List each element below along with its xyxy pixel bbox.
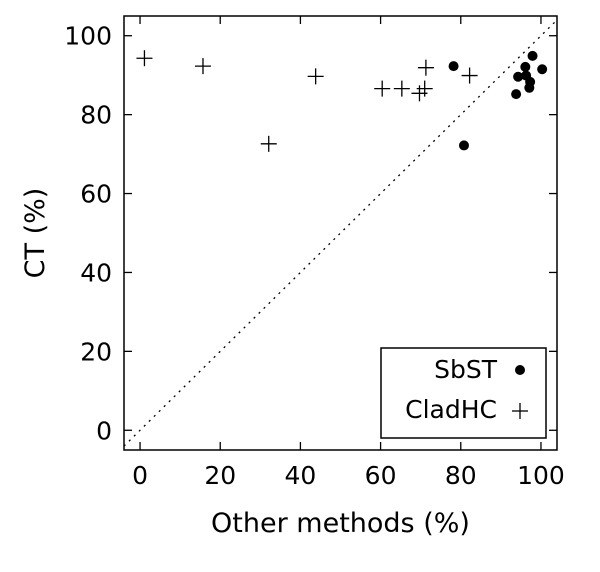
point-cladhc	[136, 50, 153, 67]
y-axis-title: CT (%)	[20, 188, 51, 279]
x-tick-label: 20	[204, 461, 236, 490]
x-tick-label: 40	[285, 461, 317, 490]
point-sbst	[458, 140, 469, 151]
point-cladhc	[416, 80, 433, 97]
point-cladhc	[194, 58, 211, 75]
x-axis-title: Other methods (%)	[211, 508, 470, 539]
y-tick-label: 60	[80, 180, 112, 209]
y-tick-label: 20	[80, 337, 112, 366]
point-cladhc	[260, 135, 277, 152]
x-tick-label: 60	[365, 461, 397, 490]
plot-area	[123, 15, 558, 451]
y-tick-label: 100	[64, 22, 112, 51]
plot-frame	[123, 15, 558, 451]
point-sbst	[513, 71, 524, 82]
legend-label-cladhc: CladHC	[405, 395, 497, 424]
axis-tick-labels: 0 20 40 60 80 100 0 20 40 60 80 100	[64, 22, 565, 490]
x-tick-label: 0	[132, 461, 148, 490]
point-sbst	[520, 61, 531, 72]
point-sbst	[537, 64, 548, 75]
point-sbst	[527, 50, 538, 61]
point-cladhc	[393, 80, 410, 97]
axis-ticks	[124, 16, 557, 450]
x-tick-label: 100	[517, 461, 565, 490]
y-tick-label: 0	[96, 416, 112, 445]
data-points	[136, 50, 548, 152]
point-cladhc	[417, 59, 434, 76]
x-tick-label: 80	[445, 461, 477, 490]
point-cladhc	[374, 80, 391, 97]
y-tick-label: 80	[80, 101, 112, 130]
legend-box	[380, 347, 547, 439]
legend-label-sbst: SbST	[434, 355, 498, 384]
point-cladhc	[307, 68, 324, 85]
point-sbst	[525, 76, 536, 87]
point-sbst	[448, 61, 459, 72]
legend: SbST CladHC	[380, 347, 547, 439]
point-cladhc	[461, 67, 478, 84]
point-sbst	[511, 89, 522, 100]
legend-marker-cladhc	[512, 403, 528, 419]
y-tick-label: 40	[80, 258, 112, 287]
legend-marker-sbst	[515, 365, 525, 375]
